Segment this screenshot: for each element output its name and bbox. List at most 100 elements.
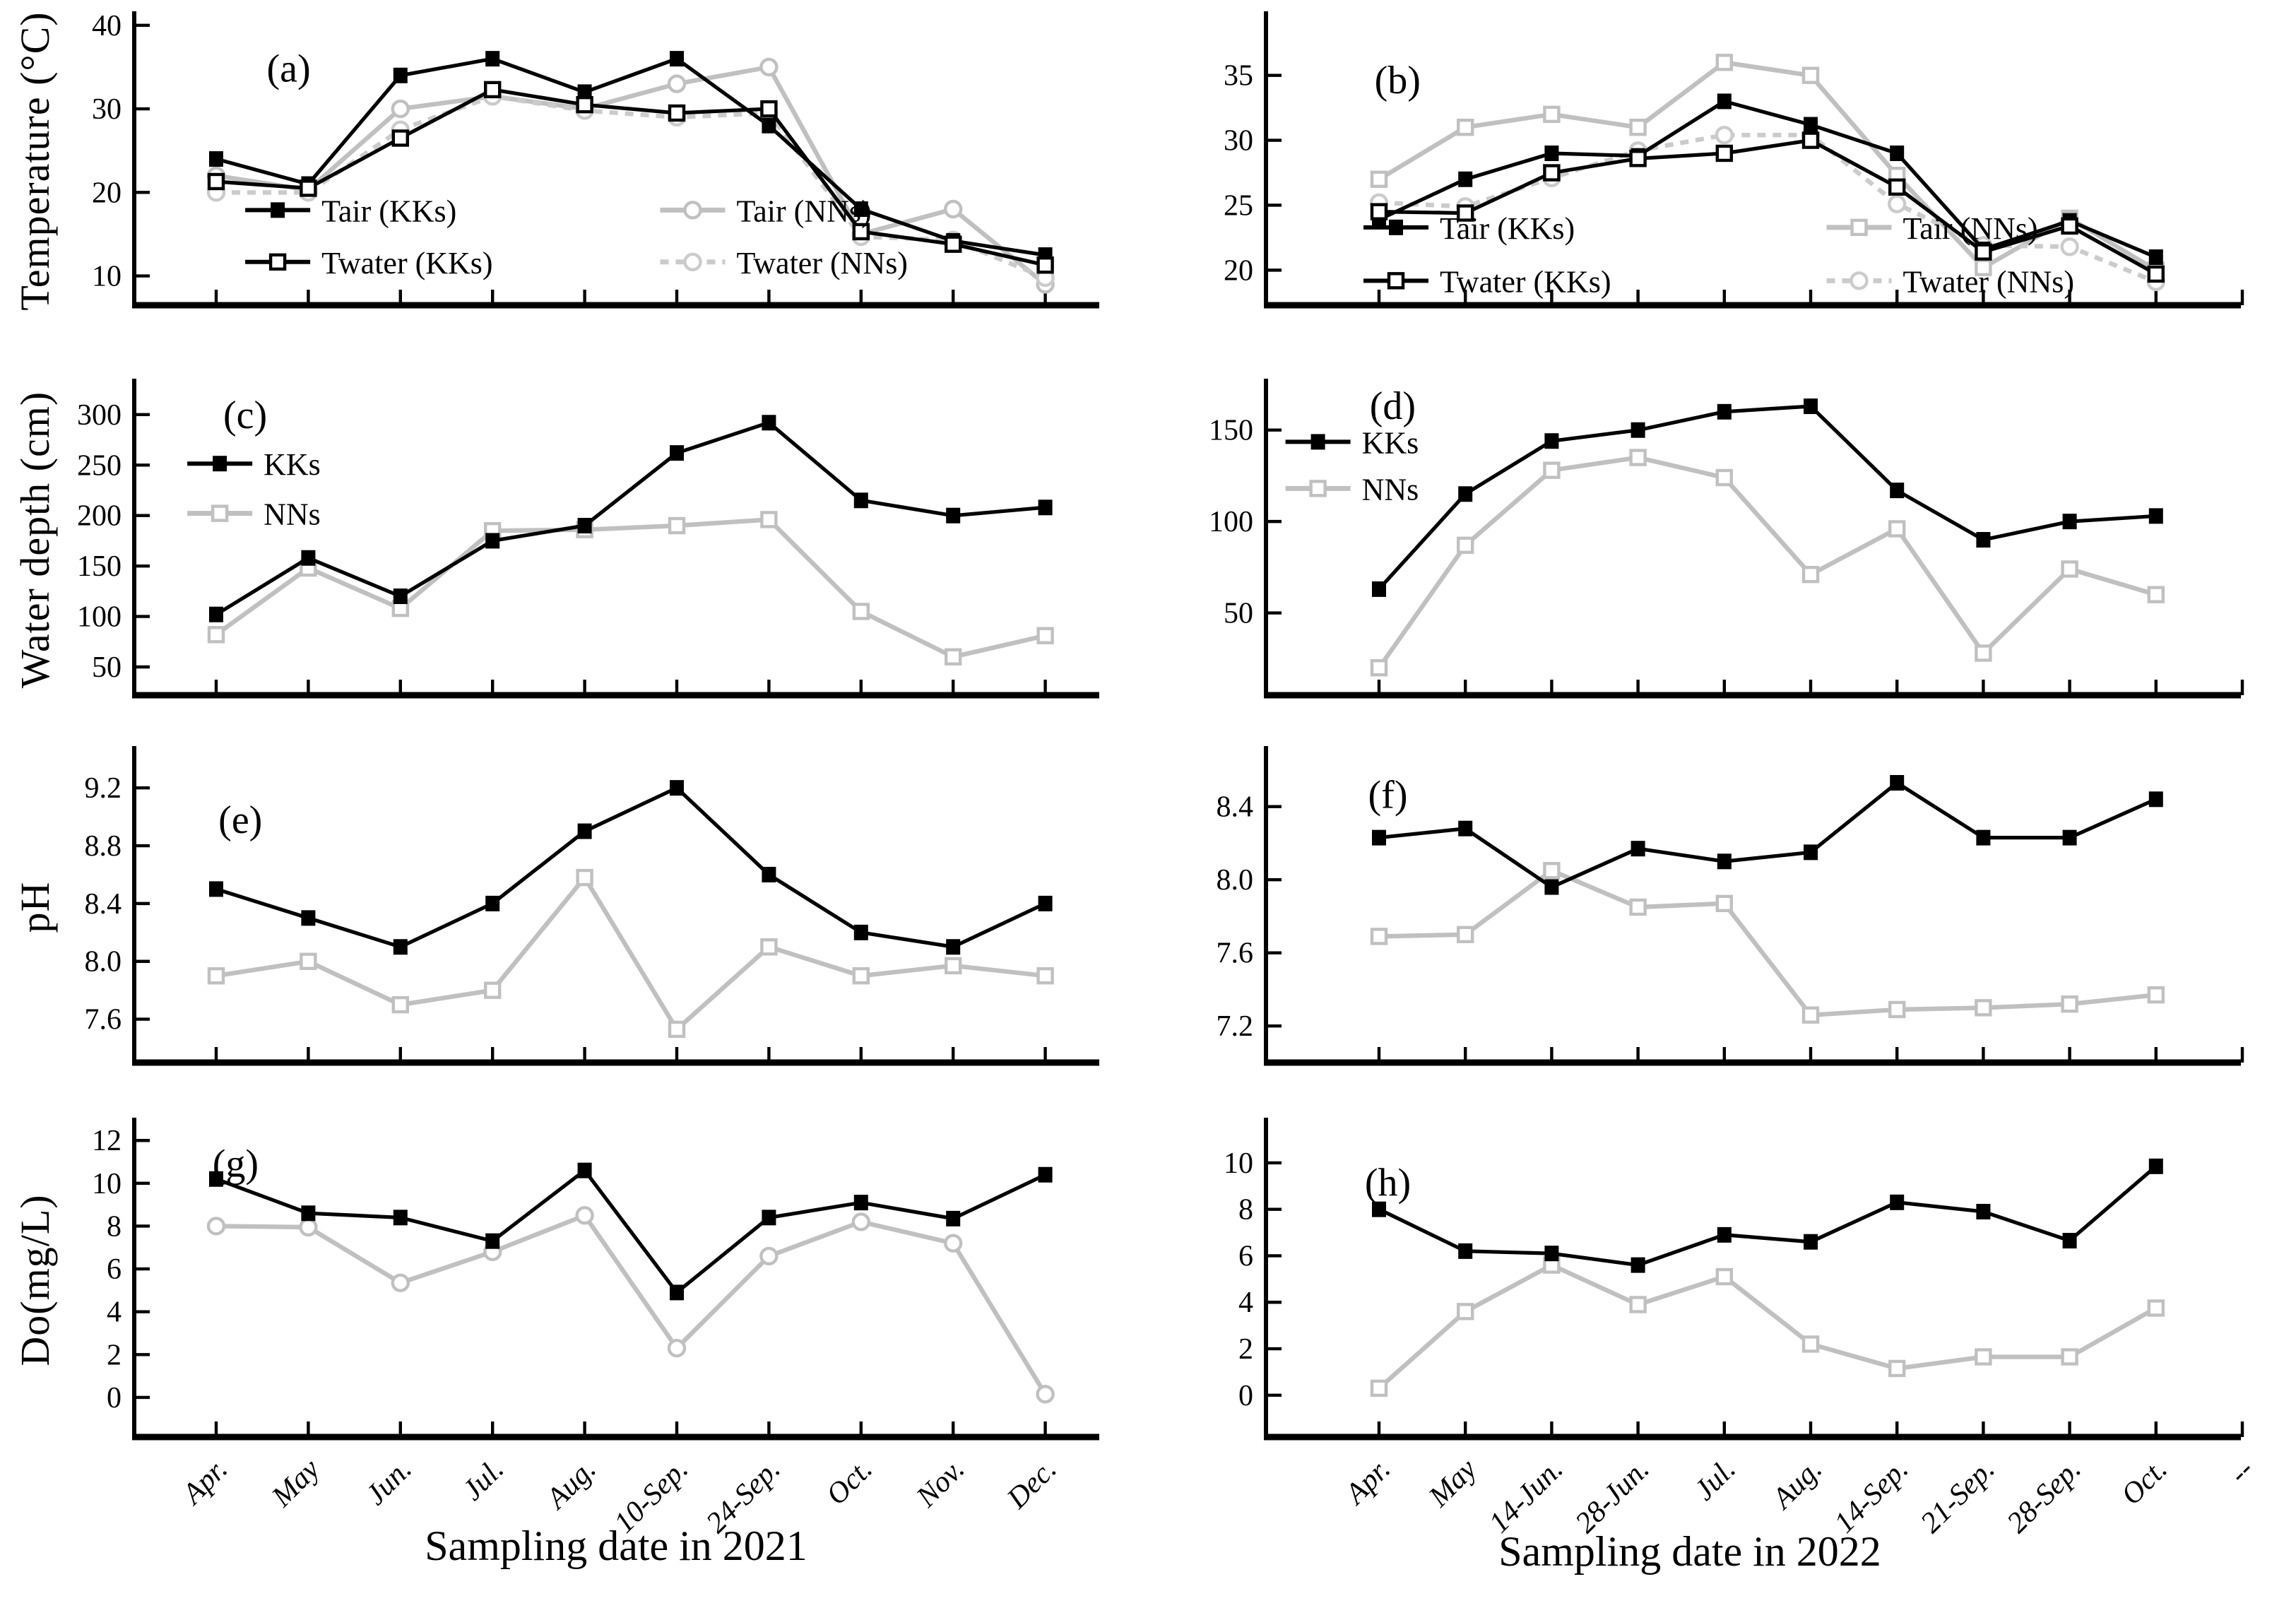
legend-label-kks: KKs: [1362, 425, 1419, 460]
marker-nns: [207, 967, 225, 985]
series-line-kks: [1378, 780, 2157, 889]
series-line-twater-nns: [1378, 132, 2158, 284]
marker-nns: [1715, 1267, 1734, 1286]
y-axis-title-water-depth: Water depth (cm): [13, 391, 59, 689]
marker-nns: [2061, 1348, 2078, 1366]
y-axis-title-ph: pH: [13, 881, 59, 933]
y-tick-label: 6: [1238, 1240, 1253, 1272]
marker-tair-kks: [853, 201, 868, 217]
legend-label-twater-kks: Twater (KKs): [321, 246, 492, 280]
x-tick-label: Oct.: [820, 1453, 879, 1512]
marker-tair-kks: [1717, 93, 1732, 110]
marker-nns: [484, 981, 502, 999]
marker-nns: [1370, 928, 1388, 945]
marker-tair-nns: [1629, 119, 1647, 136]
marker-tair-nns: [391, 99, 410, 119]
marker-kks: [853, 492, 868, 509]
marker-nns: [206, 1217, 226, 1236]
panel-letter-d: (d): [1370, 384, 1416, 428]
marker-kks: [577, 1162, 592, 1178]
marker-nns: [944, 957, 962, 975]
marker-kks: [301, 550, 316, 566]
marker-nns: [760, 938, 778, 956]
panel-letter-c: (c): [223, 394, 267, 437]
y-tick-label: 8.0: [85, 946, 122, 979]
marker-nns: [2061, 995, 2078, 1013]
marker-kks: [1890, 775, 1905, 791]
legend-marker-twater-nns: [1850, 271, 1869, 290]
y-tick-label: 200: [77, 500, 122, 533]
legend-marker-twater-kks: [268, 253, 287, 271]
marker-twater-kks: [300, 179, 317, 197]
marker-twater-kks: [576, 95, 593, 114]
marker-kks: [209, 881, 223, 897]
x-tick-label: 14-Sep.: [1828, 1453, 1915, 1539]
x-tick-label: Nov.: [910, 1453, 971, 1514]
legend-label-tair-nns: Tair (NNs): [1903, 211, 2038, 246]
marker-twater-kks: [1629, 150, 1647, 167]
x-tick-label: 28-Jun.: [1569, 1453, 1655, 1539]
panel-letter-h: (h): [1365, 1161, 1411, 1205]
y-tick-label: 20: [92, 177, 122, 209]
legend-label-twater-nns: Twater (NNs): [1903, 264, 2075, 299]
marker-kks: [301, 1205, 316, 1222]
marker-kks: [209, 606, 223, 622]
marker-nns: [668, 1020, 686, 1039]
marker-tair-nns: [943, 199, 963, 219]
marker-nns: [1975, 999, 1992, 1017]
y-tick-label: 25: [1224, 189, 1253, 222]
marker-nns: [1888, 520, 1906, 538]
marker-nns: [391, 995, 409, 1014]
series-line-twater-kks: [1378, 138, 2158, 276]
marker-nns: [667, 1339, 687, 1358]
marker-nns: [1456, 536, 1474, 554]
marker-kks: [1544, 879, 1559, 895]
marker-nns: [852, 967, 870, 985]
marker-twater-kks: [2061, 217, 2078, 235]
marker-twater-kks: [1036, 256, 1054, 274]
marker-tair-nns: [1715, 54, 1734, 71]
marker-nns: [1456, 926, 1474, 944]
marker-kks: [946, 939, 961, 955]
series-line-kks: [215, 786, 1046, 949]
marker-kks: [2148, 1158, 2163, 1174]
marker-twater-nns: [1887, 194, 1907, 213]
marker-kks: [1372, 1201, 1386, 1217]
series-line-tair-kks: [1378, 99, 2157, 259]
marker-kks: [1890, 483, 1905, 499]
marker-kks: [301, 910, 316, 926]
x-tick-label: 14-Jun.: [1483, 1453, 1569, 1539]
marker-twater-kks: [1456, 204, 1474, 222]
y-tick-label: 8: [1238, 1194, 1253, 1226]
y-tick-label: 150: [77, 550, 122, 583]
legend-label-tair-kks: Tair (KKs): [321, 194, 456, 228]
marker-kks: [577, 518, 592, 533]
marker-nns: [943, 1234, 963, 1253]
y-tick-label: 4: [1238, 1287, 1253, 1319]
marker-nns: [2147, 986, 2165, 1004]
marker-tair-kks: [1804, 117, 1818, 133]
series-line-nns: [215, 1212, 1048, 1396]
marker-nns: [1036, 627, 1054, 644]
panel-letter-a: (a): [266, 47, 310, 90]
y-tick-label: 35: [1224, 60, 1253, 93]
y-tick-label: 8: [107, 1210, 122, 1243]
y-tick-label: 0: [1238, 1380, 1253, 1412]
y-tick-label: 2: [1238, 1333, 1253, 1366]
marker-twater-kks: [484, 81, 502, 99]
y-tick-label: 9.2: [85, 772, 122, 805]
marker-kks: [2148, 508, 2163, 524]
marker-tair-kks: [762, 117, 776, 134]
marker-tair-nns: [1456, 119, 1474, 136]
marker-tair-kks: [1458, 171, 1473, 187]
series-line-kks: [1378, 404, 2156, 591]
x-tick-label: Jul.: [1688, 1453, 1742, 1507]
legend-marker-tair-kks: [271, 202, 285, 218]
marker-kks: [853, 924, 868, 940]
legend-label-tair-kks: Tair (KKs): [1440, 211, 1575, 246]
marker-twater-kks: [944, 235, 962, 253]
legend-marker-nns: [211, 504, 229, 522]
panel-a: 10 20 30 40 Tair (KKs) Tair (NNs) Twater (KKs)…: [92, 10, 1099, 309]
marker-kks: [1976, 1203, 1991, 1219]
marker-nns: [1629, 1296, 1647, 1313]
